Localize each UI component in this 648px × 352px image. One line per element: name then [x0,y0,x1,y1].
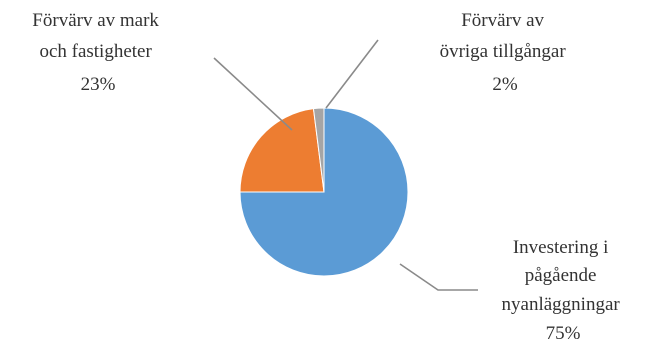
pie-slice-mark [239,108,325,193]
slice-labels: Investering i pågående nyanläggningar 75… [32,10,625,344]
slice-percent-label: 23% [81,74,116,95]
slice-label-line: Investering i [513,237,609,258]
slice-label-line: Förvärv av [461,10,544,31]
pie-slice-nyanlaggningar [239,107,409,277]
slice-label-mark: Förvärv av mark och fastigheter 23% [32,10,163,95]
slice-label-ovriga: Förvärv av övriga tillgångar 2% [440,10,571,95]
leader-lines [213,39,478,291]
slice-percent-label: 2% [492,74,518,95]
slice-label-line: övriga tillgångar [440,41,567,62]
leader-line-mark [213,57,293,131]
pie-slices [239,107,409,277]
slice-label-line: nyanläggningar [502,294,621,315]
pie-slice-ovriga [312,107,325,193]
slice-label-nyanlaggningar: Investering i pågående nyanläggningar 75… [502,237,625,344]
slice-percent-label: 75% [546,323,581,344]
leader-line-nyanlaggningar [399,263,478,291]
slice-label-line: pågående [525,265,597,286]
slice-label-line: Förvärv av mark [32,10,159,31]
slice-label-line: och fastigheter [39,41,152,62]
leader-line-ovriga [325,39,379,109]
